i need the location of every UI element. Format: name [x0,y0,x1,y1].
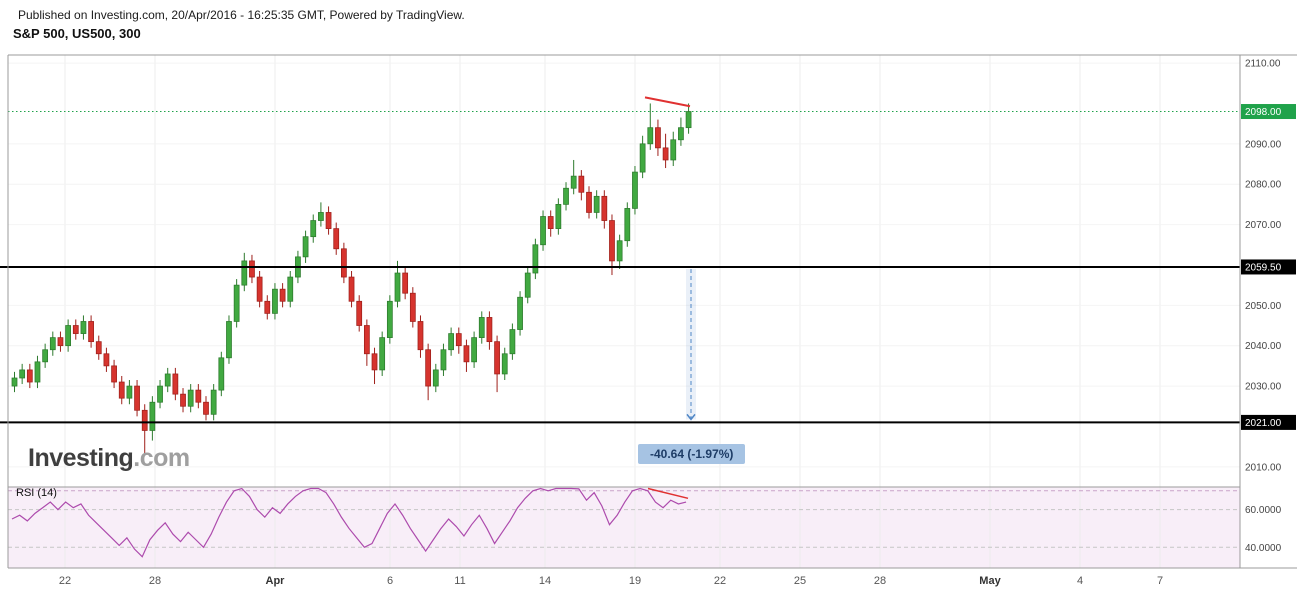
time-axis: 22 28 Apr 6 11 14 19 22 25 28 May 4 7 [59,575,1163,587]
svg-text:2050.00: 2050.00 [1245,301,1282,312]
svg-text:2080.00: 2080.00 [1245,180,1282,191]
level-price-badge [1241,414,1296,430]
svg-text:40.0000: 40.0000 [1245,543,1282,554]
annotations-layer[interactable] [644,96,696,500]
candles-layer [11,103,692,455]
svg-text:2040.00: 2040.00 [1245,341,1282,352]
svg-text:2010.00: 2010.00 [1245,462,1282,473]
svg-text:2021.00: 2021.00 [1245,418,1282,429]
svg-text:22: 22 [59,575,71,587]
svg-text:2070.00: 2070.00 [1245,220,1282,231]
investing-logo-com: .com [133,444,190,472]
svg-text:2059.50: 2059.50 [1245,262,1282,273]
svg-text:28: 28 [149,575,161,587]
measure-label[interactable]: -40.64 (-1.97%) [638,444,746,464]
rsi-indicator-label: RSI (14) [16,487,57,499]
svg-text:7: 7 [1157,575,1163,587]
svg-text:25: 25 [794,575,806,587]
svg-text:28: 28 [874,575,886,587]
grid-layer [8,55,1240,568]
svg-text:60.0000: 60.0000 [1245,505,1282,516]
measure-arrow [686,413,696,421]
svg-text:19: 19 [629,575,641,587]
svg-text:2098.00: 2098.00 [1245,107,1282,118]
svg-text:4: 4 [1077,575,1083,587]
price-axis: 2110.00 2090.00 2080.00 2070.00 2050.00 2040.… [1241,59,1296,554]
price-trendline [644,96,691,108]
investing-logo: Investing.com [28,444,190,473]
last-price-badge [1241,104,1296,120]
svg-text:14: 14 [539,575,551,587]
measure-band [686,268,696,420]
svg-text:2110.00: 2110.00 [1245,59,1281,70]
svg-text:22: 22 [714,575,726,587]
rsi-layer [11,487,687,558]
border-layer [7,54,1297,569]
svg-text:2090.00: 2090.00 [1245,139,1282,150]
svg-text:11: 11 [454,575,465,587]
chart-title: S&P 500, US500, 300 [13,26,141,41]
horizontal-levels-layer[interactable] [0,265,1240,424]
level-price-badge [1241,259,1296,275]
svg-text:May: May [979,575,1001,587]
published-line: Published on Investing.com, 20/Apr/2016 … [18,8,465,22]
svg-text:2030.00: 2030.00 [1245,382,1282,393]
svg-text:6: 6 [387,575,393,587]
svg-text:Apr: Apr [266,575,286,587]
investing-logo-main: Investing [28,444,134,472]
rsi-trendline [647,487,689,500]
